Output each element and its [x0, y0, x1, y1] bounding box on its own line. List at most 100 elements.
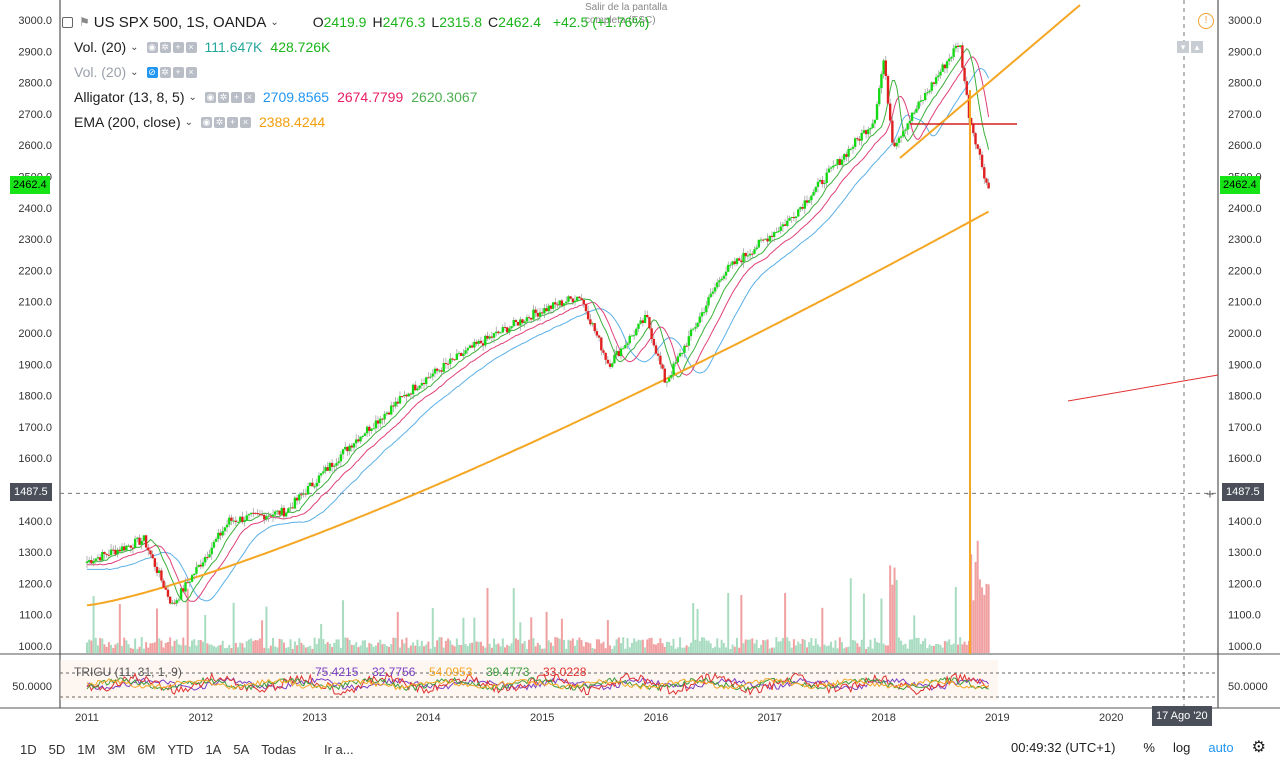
crosshair-plus-icon[interactable]: + [1206, 485, 1214, 501]
gear-icon[interactable]: ✲ [214, 117, 225, 128]
volume-bar [490, 647, 493, 653]
price-label-right: 2600.0 [1228, 140, 1262, 152]
candle-body [173, 602, 176, 604]
candle-body [379, 418, 382, 424]
candle-body [114, 549, 117, 555]
volume-bar [672, 638, 675, 653]
candle-body [398, 396, 402, 404]
warning-icon[interactable]: ! [1198, 13, 1214, 29]
candle-body [904, 129, 907, 131]
candle-body [503, 327, 507, 329]
eye-icon[interactable]: ◉ [146, 42, 158, 53]
indicator-row[interactable]: EMA (200, close) ⌄ ◉ ✲ + × 2388.4244 [74, 110, 649, 135]
volume-bar [860, 639, 863, 653]
volume-bar [477, 641, 480, 653]
candle-body [554, 302, 557, 305]
collapse-icon[interactable] [62, 17, 73, 28]
close-icon[interactable]: × [185, 67, 197, 78]
symbol-title[interactable]: US SPX 500, 1S, OANDA [93, 14, 267, 31]
eye-icon[interactable]: ⊘ [146, 67, 158, 78]
indicator-row[interactable]: Vol. (20) ⌄ ⊘ ✲ + × [74, 60, 649, 85]
close-icon[interactable]: × [185, 42, 197, 53]
range-button-5a[interactable]: 5A [233, 741, 250, 757]
candle-body [376, 420, 380, 424]
candle-body [374, 420, 378, 429]
close-icon[interactable]: × [240, 117, 251, 128]
plus-icon[interactable]: + [230, 92, 242, 103]
volume-bar [158, 638, 161, 653]
plus-icon[interactable]: + [172, 67, 184, 78]
indicator-label[interactable]: Alligator (13, 8, 5) [74, 89, 185, 105]
candle-body [621, 348, 625, 350]
auto-toggle[interactable]: auto [1208, 739, 1234, 755]
range-button-1a[interactable]: 1A [205, 741, 222, 757]
close-icon[interactable]: × [243, 92, 255, 103]
range-button-3m[interactable]: 3M [107, 741, 126, 757]
candle-body [523, 321, 526, 323]
price-label-right: 1800.0 [1228, 391, 1262, 403]
ray-drawing[interactable] [1067, 374, 1219, 402]
candle-body [179, 588, 183, 600]
candle-body [287, 508, 290, 513]
percent-toggle[interactable]: % [1143, 739, 1155, 755]
volume-bar [320, 623, 323, 653]
plus-icon[interactable]: + [172, 42, 184, 53]
candle-body [810, 195, 813, 201]
indicator-row[interactable]: Vol. (20) ⌄ ◉ ✲ + × 111.647K 428.726K [74, 35, 649, 60]
gear-icon[interactable]: ✲ [159, 42, 171, 53]
log-toggle[interactable]: log [1172, 739, 1191, 755]
candle-body [958, 45, 962, 47]
candle-body [558, 300, 561, 306]
candle-body [348, 445, 351, 452]
gear-icon[interactable]: ✲ [159, 67, 171, 78]
chevron-down-icon[interactable]: ⌄ [130, 67, 139, 78]
candle-body [825, 172, 828, 184]
eye-icon[interactable]: ◉ [201, 117, 212, 128]
gear-icon[interactable]: ✲ [217, 92, 229, 103]
chevron-down-icon[interactable]: ⌄ [130, 42, 139, 53]
candle-body [352, 443, 356, 448]
volume-bar [694, 639, 697, 653]
indicator-row[interactable]: Alligator (13, 8, 5) ⌄ ◉ ✲ + × 2709.8565 2674.7… [74, 85, 649, 110]
volume-bar [188, 646, 191, 653]
chevron-down-icon[interactable]: ⌄ [270, 17, 279, 28]
trendline-drawing[interactable] [899, 4, 1081, 159]
scale-down-icon[interactable]: ▾ [1177, 41, 1189, 53]
volume-bar [549, 642, 552, 653]
indicator-label[interactable]: Vol. (20) [74, 64, 127, 80]
plus-icon[interactable]: + [227, 117, 238, 128]
volume-bar [954, 586, 957, 653]
candle-body [129, 545, 132, 548]
volume-bar [832, 647, 835, 653]
range-button-1m[interactable]: 1M [77, 741, 96, 757]
volume-bar [911, 639, 914, 653]
chevron-down-icon[interactable]: ⌄ [188, 92, 197, 103]
candle-body [136, 537, 139, 539]
chevron-down-icon[interactable]: ⌄ [184, 117, 193, 128]
range-button-1d[interactable]: 1D [20, 741, 37, 757]
indicator-label[interactable]: Vol. (20) [74, 39, 127, 55]
volume-bar [552, 645, 555, 653]
range-button-5d[interactable]: 5D [48, 741, 66, 757]
indicator-label[interactable]: EMA (200, close) [74, 114, 181, 130]
oscillator-value: 39.4773 [486, 665, 530, 679]
volume-bar [289, 639, 292, 653]
volume-bar [943, 641, 946, 653]
clock[interactable]: 00:49:32 (UTC+1) [1011, 739, 1116, 755]
range-button-6m[interactable]: 6M [137, 741, 156, 757]
candle-body [926, 92, 929, 94]
candle-body [385, 412, 389, 415]
eye-icon[interactable]: ◉ [204, 92, 216, 103]
volume-bar [427, 641, 430, 653]
volume-bar [105, 646, 108, 653]
volume-bar [845, 647, 848, 653]
candle-body [470, 345, 474, 348]
range-button-ytd[interactable]: YTD [167, 741, 194, 757]
range-button-todas[interactable]: Todas [261, 741, 296, 757]
scale-up-icon[interactable]: ▴ [1191, 41, 1203, 53]
goto-button[interactable]: Ir a... [323, 741, 354, 757]
gear-icon[interactable]: ⚙ [1251, 739, 1266, 756]
volume-bar [307, 646, 310, 653]
